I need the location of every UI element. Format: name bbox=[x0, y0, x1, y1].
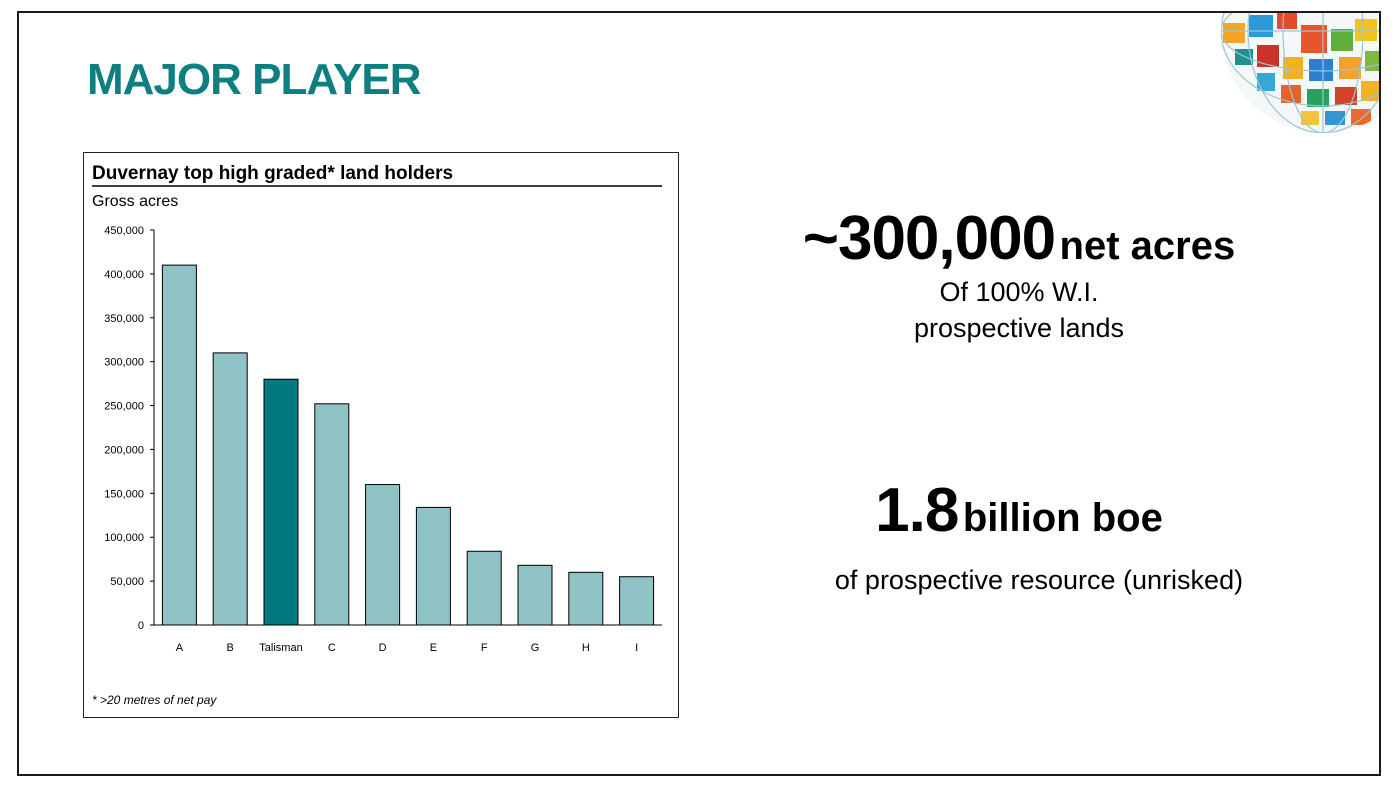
bar-chart-svg: Duvernay top high graded* land holders G… bbox=[92, 163, 662, 707]
chart-title: Duvernay top high graded* land holders bbox=[92, 163, 453, 184]
y-tick-label: 100,000 bbox=[104, 532, 144, 544]
bar-g bbox=[517, 564, 553, 626]
x-tick-label: A bbox=[176, 642, 184, 654]
x-tick-label: F bbox=[481, 642, 488, 654]
resource-unit: billion boe bbox=[962, 496, 1163, 540]
x-tick-label: G bbox=[531, 642, 540, 654]
x-tick-label: D bbox=[379, 642, 387, 654]
resource-value: 1.8 bbox=[875, 476, 959, 545]
y-tick-label: 300,000 bbox=[104, 357, 144, 369]
globe-logo-image bbox=[1221, 13, 1379, 133]
slide: MAJOR PLAYER bbox=[17, 11, 1381, 776]
x-tick-label: Talisman bbox=[259, 642, 302, 654]
bar-e bbox=[415, 506, 451, 626]
net-acres-stat: ~300,000 net acres Of 100% W.I. prospect… bbox=[759, 203, 1279, 346]
net-acres-unit: net acres bbox=[1059, 224, 1236, 268]
bar-chart: Duvernay top high graded* land holders G… bbox=[83, 152, 679, 718]
bar-i bbox=[619, 576, 655, 626]
y-tick-label: 50,000 bbox=[110, 576, 144, 588]
bar-d bbox=[365, 484, 401, 626]
page-title: MAJOR PLAYER bbox=[87, 55, 422, 104]
y-tick-label: 250,000 bbox=[104, 401, 144, 413]
resource-stat: 1.8 billion boe bbox=[759, 475, 1279, 546]
bar-c bbox=[314, 403, 350, 626]
y-axis-label: Gross acres bbox=[92, 193, 178, 210]
net-acres-line2: prospective lands bbox=[913, 313, 1125, 343]
y-tick-label: 150,000 bbox=[104, 488, 144, 500]
resource-caption: of prospective resource (unrisked) bbox=[834, 565, 1244, 595]
x-tick-label: B bbox=[227, 642, 234, 654]
y-tick-label: 200,000 bbox=[104, 444, 144, 456]
net-acres-value: ~300,000 bbox=[802, 204, 1056, 273]
net-acres-line1: Of 100% W.I. bbox=[939, 277, 1099, 307]
x-tick-label: I bbox=[635, 642, 638, 654]
x-tick-label: E bbox=[430, 642, 437, 654]
bar-h bbox=[568, 571, 604, 626]
y-tick-label: 450,000 bbox=[104, 225, 144, 237]
y-tick-label: 400,000 bbox=[104, 269, 144, 281]
y-tick-label: 0 bbox=[138, 620, 144, 632]
bar-f bbox=[466, 550, 502, 626]
bar-a bbox=[161, 264, 197, 626]
bar-talisman bbox=[263, 378, 299, 626]
x-tick-label: C bbox=[328, 642, 336, 654]
y-tick-label: 350,000 bbox=[104, 313, 144, 325]
chart-footnote: * >20 metres of net pay bbox=[92, 693, 217, 707]
x-tick-label: H bbox=[582, 642, 590, 654]
bar-b bbox=[212, 352, 248, 626]
